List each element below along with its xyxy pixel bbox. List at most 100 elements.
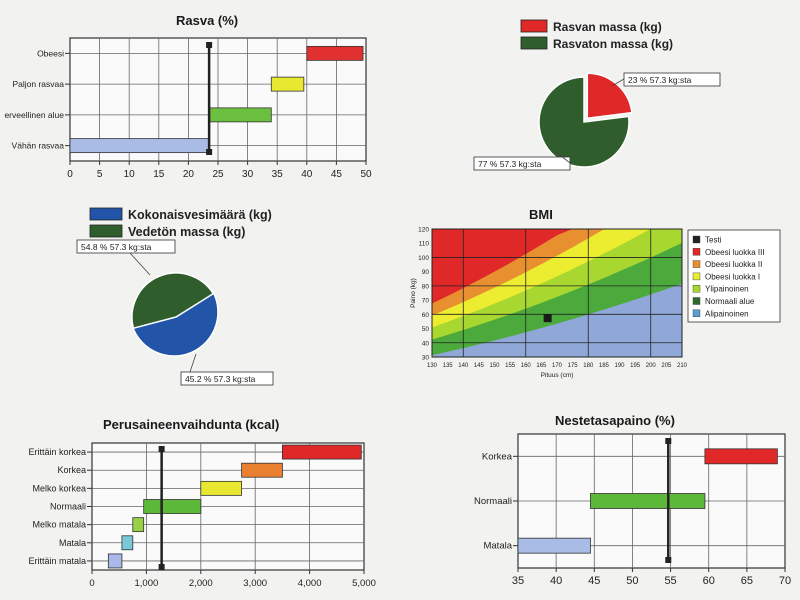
- x-tick-label: 135: [443, 363, 454, 369]
- x-tick-label: 30: [242, 169, 254, 180]
- pie-leader-line: [611, 78, 625, 87]
- pie-value-label-box: [76, 239, 176, 254]
- x-tick-label: 1,000: [135, 578, 159, 589]
- pie-slice: [586, 72, 633, 120]
- y-tick-label: 100: [418, 255, 429, 262]
- y-tick-label: 40: [422, 340, 430, 347]
- y-tick-label: 110: [419, 241, 430, 248]
- x-tick-label: 170: [552, 363, 563, 369]
- x-tick-label: 5: [97, 169, 103, 180]
- bmi-plot-frame: [431, 228, 683, 358]
- x-tick-label: 150: [489, 363, 500, 369]
- legend-swatch: [692, 260, 701, 268]
- x-tick-label: 45: [588, 575, 600, 587]
- bar-paljon-rasvaa: [270, 76, 305, 92]
- category-label: Korkea: [57, 465, 86, 475]
- x-tick-label: 5,000: [352, 578, 376, 589]
- x-tick-label: 3,000: [243, 578, 267, 589]
- x-tick-label: 65: [741, 575, 753, 587]
- category-label: erveellinen alue: [4, 110, 64, 120]
- x-axis-label: Pituus (cm): [541, 372, 574, 379]
- category-label: Vähän rasvaa: [12, 141, 65, 151]
- result-marker-cap: [206, 42, 213, 48]
- x-tick-label: 60: [703, 575, 715, 587]
- x-tick-label: 35: [272, 169, 284, 180]
- category-label: Matala: [59, 538, 86, 548]
- legend-label: Rasvan massa (kg): [553, 20, 662, 34]
- result-marker-cap: [665, 557, 672, 563]
- bar-normaali: [143, 499, 202, 514]
- y-tick-label: 80: [422, 283, 430, 290]
- legend-label: Kokonaisvesimäärä (kg): [128, 208, 272, 222]
- legend-swatch: [89, 224, 123, 238]
- legend-label: Obeesi luokka III: [705, 248, 765, 257]
- legend-label: Testi: [705, 236, 722, 245]
- x-tick-label: 50: [626, 575, 638, 587]
- legend-swatch: [692, 272, 701, 281]
- bar-melko-matala: [132, 517, 145, 533]
- legend-swatch: [692, 235, 701, 244]
- pie-leader-line: [129, 252, 151, 276]
- category-label: Normaali: [50, 502, 86, 512]
- bar-matala: [517, 537, 591, 554]
- category-label: Erittäin matala: [28, 556, 86, 566]
- rasva-title: Rasva (%): [176, 13, 239, 28]
- pie-leader-line: [189, 353, 197, 373]
- pie-leader-line: [555, 151, 571, 164]
- pie-value-label: 77 % 57.3 kg:sta: [478, 159, 542, 169]
- bar-erittäin-matala: [107, 553, 123, 569]
- result-marker-cap: [158, 564, 165, 570]
- x-tick-label: 185: [599, 363, 610, 369]
- y-tick-label: 70: [422, 298, 430, 305]
- y-tick-label: 60: [422, 312, 430, 319]
- x-tick-label: 70: [779, 575, 791, 587]
- pie-value-label-box: [623, 72, 721, 87]
- pie-slice: [538, 76, 630, 168]
- x-tick-label: 0: [67, 169, 73, 180]
- pie-value-label: 23 % 57.3 kg:sta: [628, 75, 692, 85]
- pie-value-label: 54.8 % 57.3 kg:sta: [81, 242, 152, 252]
- legend-swatch: [692, 309, 701, 317]
- x-tick-label: 45: [331, 169, 343, 180]
- category-label: Matala: [483, 541, 512, 552]
- x-tick-label: 10: [124, 169, 136, 180]
- bmi-title: BMI: [529, 207, 553, 222]
- category-label: Melko matala: [32, 520, 86, 530]
- legend-label: Alipainoinen: [705, 309, 749, 318]
- bmr-title: Perusaineenvaihdunta (kcal): [103, 417, 280, 432]
- legend-swatch: [520, 36, 548, 50]
- bar-matala: [121, 535, 134, 551]
- pie-value-label-box: [473, 156, 571, 171]
- legend-label: Obeesi luokka II: [705, 260, 762, 269]
- y-tick-label: 30: [422, 355, 430, 362]
- x-tick-label: 195: [630, 363, 641, 369]
- x-tick-label: 40: [301, 169, 313, 180]
- x-tick-label: 210: [677, 363, 688, 369]
- x-tick-label: 155: [505, 363, 516, 369]
- category-label: Erittäin korkea: [28, 447, 86, 457]
- x-tick-label: 50: [360, 169, 372, 180]
- bmi-legend-box: [687, 229, 781, 323]
- category-label: Paljon rasvaa: [12, 79, 64, 89]
- x-tick-label: 25: [212, 169, 224, 180]
- legend-label: Rasvaton massa (kg): [553, 37, 673, 51]
- y-tick-label: 90: [422, 269, 430, 276]
- bar-obeesi: [306, 45, 364, 61]
- bmi-zone-alipainoinen: [432, 283, 682, 357]
- x-tick-label: 145: [474, 363, 485, 369]
- x-tick-label: 2,000: [189, 578, 213, 589]
- bar-korkea: [241, 462, 283, 478]
- result-marker-cap: [158, 446, 165, 452]
- result-marker-cap: [665, 438, 672, 444]
- x-tick-label: 200: [646, 363, 657, 369]
- x-tick-label: 160: [521, 363, 532, 369]
- pie-slice: [130, 287, 219, 357]
- x-tick-label: 4,000: [298, 578, 322, 589]
- bar-melko-korkea: [200, 480, 243, 496]
- legend-label: Vedetön massa (kg): [128, 225, 245, 239]
- y-axis-label: Paino (kg): [410, 278, 417, 308]
